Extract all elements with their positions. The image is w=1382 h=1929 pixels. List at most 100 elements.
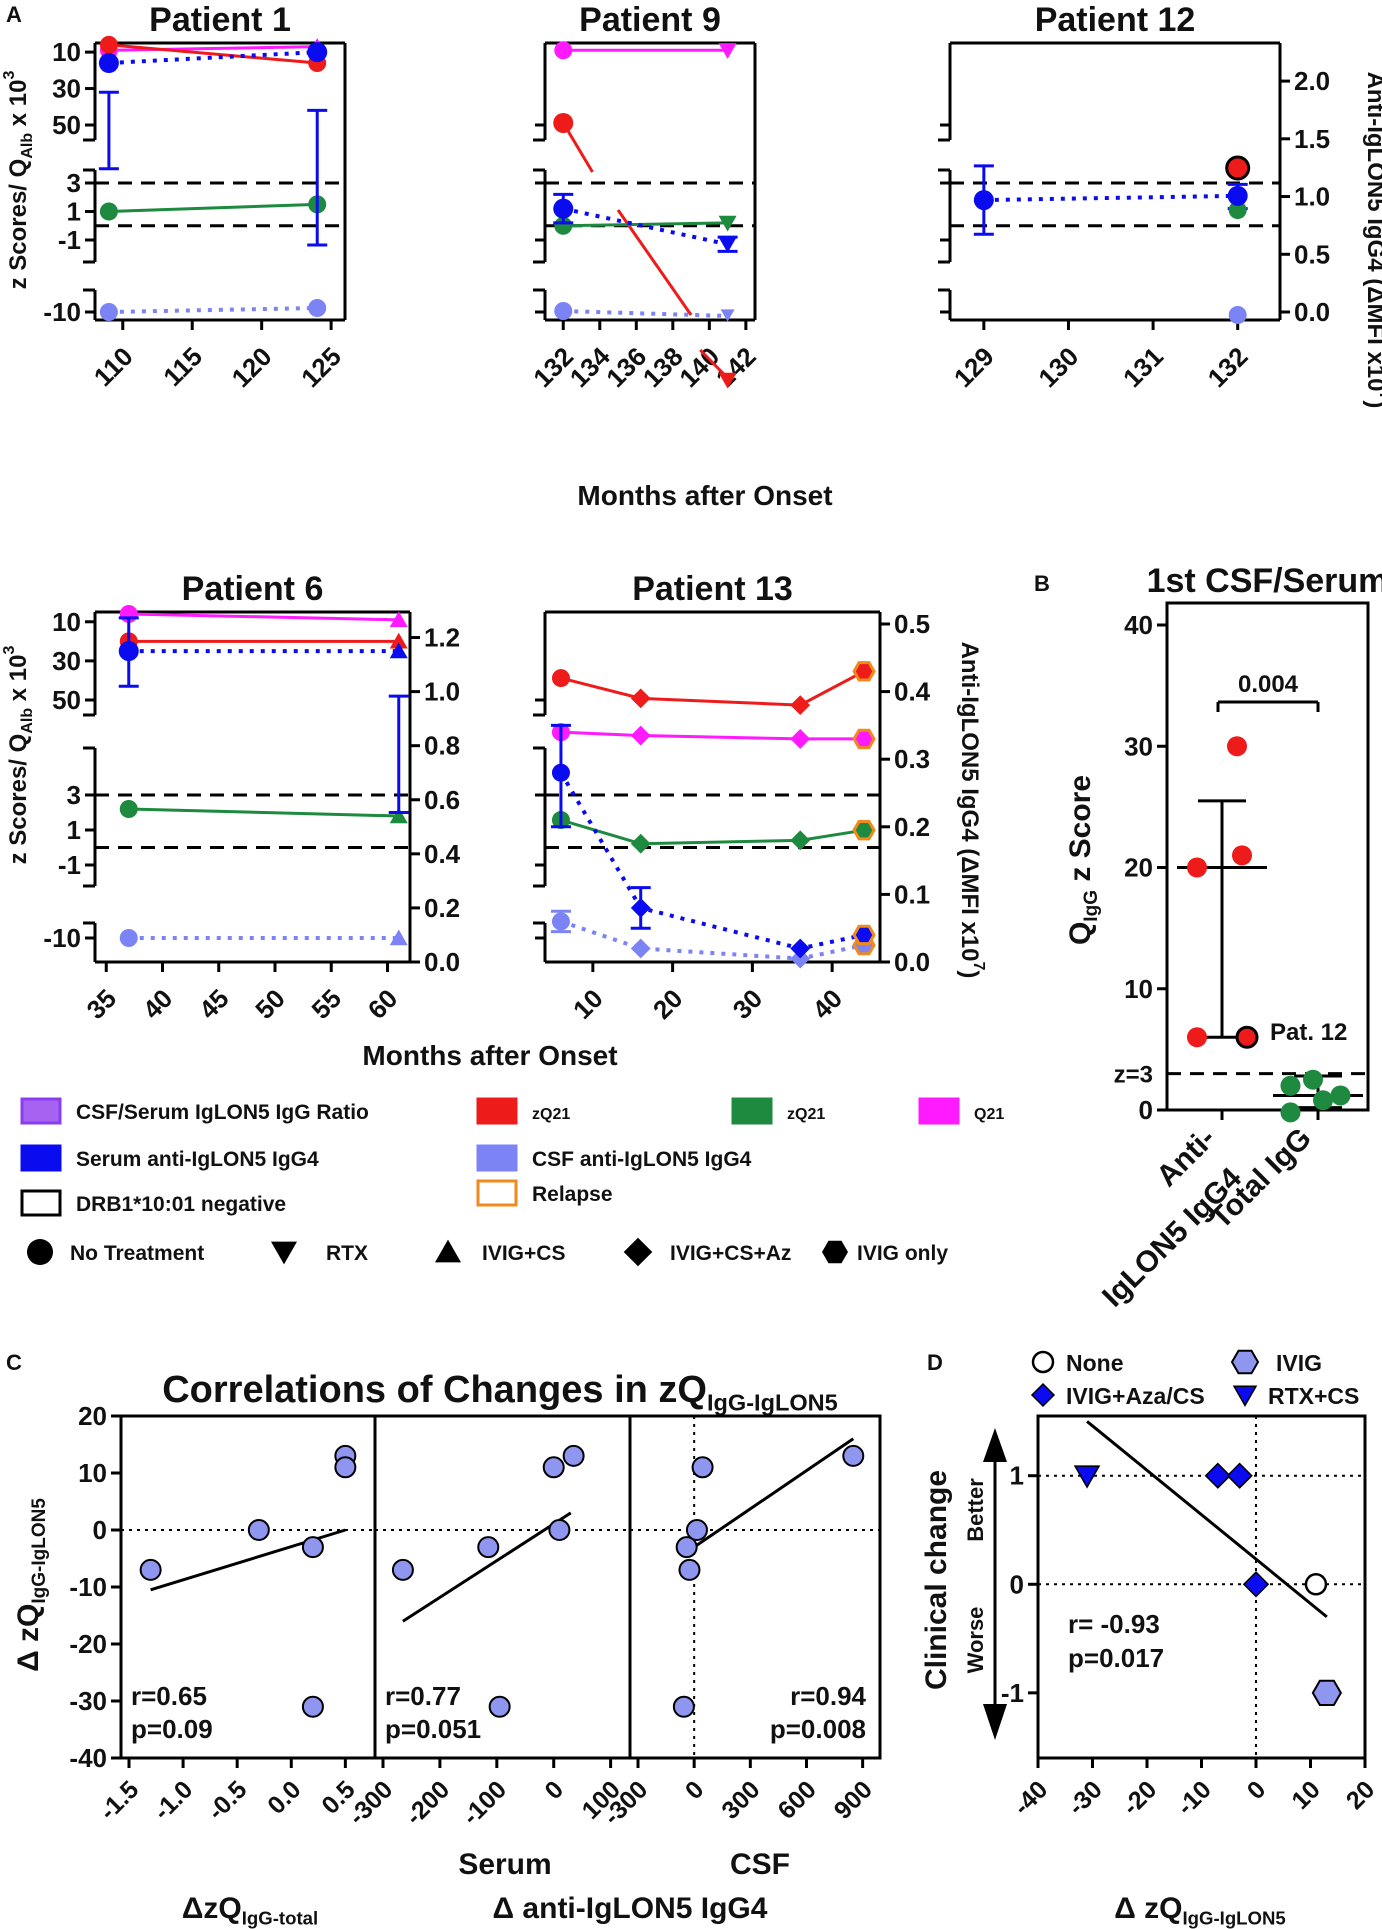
z-axis-label-tail: x 10 (5, 80, 32, 133)
ref-label: z=3 (1114, 1062, 1153, 1089)
legend-swatch (476, 1144, 518, 1172)
right-axis-label-main: Anti-IgLON5 IgG4 (ΔMFI x10 (1362, 72, 1382, 392)
legend-label: CSF anti-IgLON5 IgG4 (532, 1148, 752, 1171)
x-tick-label: 50 (249, 983, 291, 1025)
ztotal-line (108, 202, 318, 213)
serum-marker (389, 642, 408, 659)
x-tick-label: -300 (343, 1776, 398, 1831)
fit-line (1086, 1420, 1328, 1619)
legend-shape-label: IVIG+CS (482, 1242, 565, 1265)
data-point (488, 1695, 511, 1718)
right-tick-label: 1.0 (1294, 182, 1330, 212)
x-axis-label: Δ zQIgG-IgLON5 (1114, 1892, 1286, 1929)
serum-marker (118, 641, 139, 662)
y-tick-label: 0 (1010, 1569, 1024, 1599)
legend-shape-marker (271, 1241, 297, 1265)
panel-title: Patient 12 (1035, 1, 1196, 39)
right-axis-label: Anti-IgLON5 IgG4 (ΔMFI x107) (956, 642, 987, 979)
ziglon5-line (560, 669, 865, 707)
serum-marker (718, 237, 737, 253)
serum-line (983, 193, 1238, 203)
panel-title: Patient 9 (579, 1, 721, 39)
x-tick-label: 125 (295, 341, 347, 393)
qalb-marker (630, 725, 651, 746)
qalb-marker (389, 611, 408, 628)
right-axis-label: Anti-IgLON5 IgG4 (ΔMFI x107) (1362, 72, 1382, 409)
data-point (1226, 1462, 1253, 1489)
csf-marker (1228, 306, 1247, 324)
csf-line (563, 309, 728, 318)
right-axis-label-close: ) (956, 970, 983, 978)
panel-title: 1st CSF/Serum (1147, 562, 1382, 600)
x-tick-label: 20 (647, 983, 689, 1025)
x-tick-label: -40 (1008, 1776, 1053, 1821)
ziglon5-marker (389, 632, 408, 649)
serum-marker (790, 938, 811, 959)
legend-shape-marker (27, 1239, 53, 1265)
ztotal-marker (119, 800, 138, 818)
ziglon5-marker (718, 372, 737, 389)
y-tick-label: 1 (1010, 1461, 1024, 1491)
right-tick-label: 0.4 (894, 677, 931, 707)
y-axis-label-main: Q (1064, 922, 1097, 945)
stat-r: r=0.65 (131, 1681, 207, 1711)
stat-r: r=0.94 (790, 1681, 866, 1711)
x-tick-label: -30 (1062, 1776, 1107, 1821)
subplot-frame (628, 1414, 882, 1760)
fit-line (402, 1511, 572, 1623)
ztotal-line (560, 818, 865, 846)
chart-patient-13: 10 20 30 40 Patient 13 0.0 0.1 0.2 0.3 0.4 0.5 Anti… (533, 570, 987, 1025)
ztotal-marker (99, 202, 118, 221)
serum-marker (98, 53, 119, 74)
y-tick-label: 40 (1124, 610, 1153, 640)
right-tick-label: 0.3 (894, 744, 930, 774)
x-tick-label: 0 (1242, 1776, 1272, 1806)
right-tick-label: 2.0 (1294, 66, 1330, 96)
x-axis-label: CSF (730, 1848, 790, 1881)
z-axis-label-sup: 3 (1, 71, 18, 80)
y-tick-label: 0 (1139, 1095, 1153, 1125)
data-point (1242, 1571, 1270, 1598)
legend-swatch (20, 1189, 62, 1217)
data-point (1304, 1573, 1328, 1596)
csf-marker (119, 929, 138, 947)
fit-line (684, 1437, 855, 1555)
legend-label: None (1066, 1350, 1124, 1376)
x-tick-label: 0 (680, 1776, 710, 1806)
right-tick-label: 0.0 (894, 947, 930, 977)
legend-swatch (731, 1097, 773, 1125)
y-tick-label: -1 (58, 850, 81, 880)
csf-marker (554, 302, 573, 320)
serum-marker (553, 198, 574, 219)
y-axis-label: Δ zQIgG-IgLON5 (12, 1498, 50, 1672)
x-tick-label: 120 (226, 341, 278, 393)
right-tick-label: 0.2 (894, 812, 930, 842)
x-tick-label: 0 (539, 1776, 569, 1806)
y-axis-label: Clinical change (920, 1470, 953, 1690)
data-point (1303, 1069, 1323, 1090)
arrow-up-head (983, 1428, 1007, 1462)
data-point (842, 1444, 865, 1467)
y-tick-label: 10 (52, 607, 81, 637)
legend-marker-ivig (1230, 1349, 1260, 1375)
x-axis-label-main: ΔzQ (182, 1892, 242, 1925)
label-worse: Worse (963, 1607, 988, 1674)
right-tick-label: 0.4 (424, 839, 461, 869)
right-tick-label: 0.1 (894, 879, 930, 909)
right-axis-label-main: Anti-IgLON5 IgG4 (ΔMFI x10 (956, 642, 983, 962)
legend-marker-ivig-aza (1030, 1382, 1056, 1408)
legend-label: CSF/Serum IgLON5 IgG Ratio (76, 1101, 369, 1124)
right-tick-label: 1.2 (424, 623, 460, 653)
data-point (1280, 1075, 1301, 1096)
data-point (672, 1695, 695, 1718)
serum-line (108, 50, 318, 66)
serum-marker (852, 924, 876, 946)
ztotal-marker (1228, 201, 1247, 220)
data-point (1227, 736, 1247, 757)
panel-title-sub: IgG-IgLON5 (707, 1389, 838, 1415)
csf-marker (99, 303, 118, 321)
